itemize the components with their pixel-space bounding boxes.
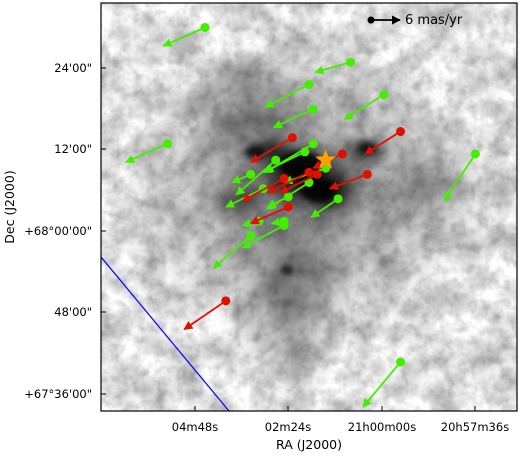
green-star-vector — [266, 192, 293, 208]
green-star-vector-arrow — [443, 153, 477, 202]
green-star-vector-point — [200, 22, 210, 32]
green-star-vector-point — [300, 147, 310, 157]
green-star-vector — [264, 80, 314, 108]
red-star-vector — [249, 133, 297, 163]
red-star-vector — [249, 202, 293, 225]
green-star-vector-point — [304, 80, 314, 90]
red-star-vector-point — [283, 202, 293, 212]
green-star-vector-point — [246, 169, 256, 179]
red-star-vector-arrow — [364, 130, 402, 155]
y-tick-label: 12'00" — [54, 142, 92, 156]
green-star-vector-arrow — [262, 151, 306, 174]
central-star-icon — [315, 149, 337, 169]
green-star-vector-arrow — [314, 61, 351, 75]
green-star-vector — [241, 220, 289, 249]
x-tick-label: 21h00m00s — [348, 420, 416, 434]
y-tick-label: +67°36'00" — [24, 387, 92, 401]
green-star-vector-arrow — [125, 142, 168, 163]
green-star-vector-point — [279, 220, 289, 230]
green-star-vector-point — [246, 231, 256, 241]
x-tick-label: 02m24s — [265, 420, 311, 434]
red-star-vector-arrow — [279, 173, 318, 194]
green-star-vector-point — [470, 149, 480, 159]
red-star-vector-point — [396, 127, 406, 137]
green-star-vector-arrow — [272, 108, 314, 129]
scale-bar: 6 mas/yr — [367, 13, 463, 28]
green-star-vector-point — [346, 57, 356, 67]
green-star-vector — [310, 194, 343, 218]
green-star-vector-arrow — [235, 159, 277, 196]
red-star-vector — [364, 127, 406, 155]
x-axis: 04m48s 02m24s 21h00m00s 20h57m36s — [172, 406, 509, 434]
green-star-vector — [162, 22, 210, 47]
green-star-vector — [343, 90, 389, 121]
green-star-vector-arrow — [264, 83, 310, 108]
green-star-vector-arrow — [241, 224, 285, 249]
green-star-vector — [314, 57, 356, 75]
scale-bar-label: 6 mas/yr — [405, 13, 463, 28]
red-star-vector-arrow — [328, 173, 368, 190]
green-star-vector-point — [163, 139, 173, 149]
y-tick-label: 48'00" — [54, 305, 92, 319]
x-axis-label: RA (J2000) — [276, 437, 342, 452]
red-star-vector — [183, 296, 231, 331]
red-star-vector-point — [304, 167, 314, 177]
green-star-vector — [362, 357, 406, 408]
green-star-vector-point — [379, 90, 389, 100]
y-axis: 24'00" 12'00" +68°00'00" 48'00" +67°36'0… — [24, 61, 106, 401]
red-star-vector — [266, 167, 314, 194]
green-star-vector-point — [271, 155, 281, 165]
red-star-vector — [241, 173, 289, 202]
green-star-vector — [235, 155, 281, 196]
red-star-vector-point — [287, 133, 297, 143]
green-star-vector-point — [283, 192, 293, 202]
central-star-layer — [315, 149, 337, 169]
green-star-vector-point — [396, 357, 406, 367]
proper-motion-vectors — [125, 22, 480, 408]
red-star-vector-arrow — [249, 206, 289, 225]
x-tick-label: 20h57m36s — [441, 420, 509, 434]
y-axis-label: Dec (J2000) — [2, 170, 17, 243]
red-star-vector-arrow — [183, 300, 227, 331]
red-star-vector-point — [279, 173, 289, 183]
red-star-vector — [279, 169, 322, 194]
green-star-vector-arrow — [162, 26, 206, 47]
red-star-vector-point — [362, 169, 372, 179]
red-star-vector-point — [337, 149, 347, 159]
green-star-vector — [125, 139, 173, 163]
plot-frame — [100, 2, 518, 412]
y-tick-label: +68°00'00" — [24, 224, 92, 238]
green-star-vector-arrow — [310, 198, 339, 218]
red-star-vector-point — [312, 169, 322, 179]
green-star-vector-arrow — [362, 361, 402, 408]
red-star-vector — [328, 169, 372, 190]
red-star-vector-point — [221, 296, 231, 306]
green-star-vector-point — [333, 194, 343, 204]
green-star-vector-arrow — [343, 94, 385, 121]
x-tick-label: 04m48s — [172, 420, 218, 434]
survey-boundary-line — [101, 256, 230, 411]
green-star-vector — [272, 104, 318, 129]
green-star-vector — [262, 147, 310, 174]
nebula-background — [101, 3, 517, 411]
red-star-vector-arrow — [249, 136, 293, 163]
red-star-vector-arrow — [266, 171, 310, 194]
green-star-vector-point — [308, 104, 318, 114]
y-tick-label: 24'00" — [54, 61, 92, 75]
green-star-vector — [231, 169, 256, 184]
green-star-vector — [443, 149, 480, 202]
green-star-vector-point — [308, 139, 318, 149]
red-star-vector-arrow — [241, 177, 285, 202]
